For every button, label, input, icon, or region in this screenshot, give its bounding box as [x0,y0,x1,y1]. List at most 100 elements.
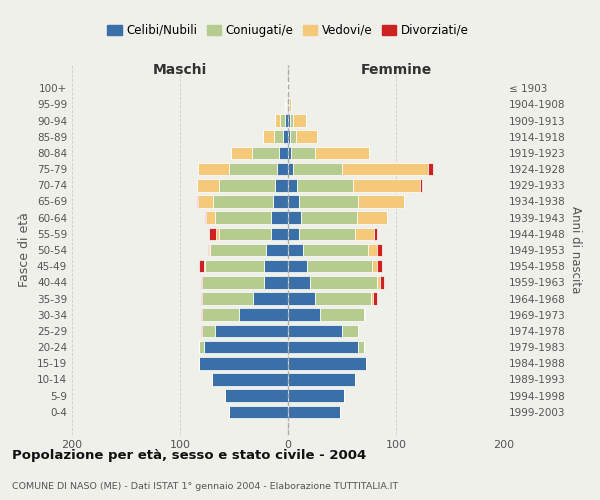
Bar [197,179,219,192]
Text: Popolazione per età, sesso e stato civile - 2004: Popolazione per età, sesso e stato civil… [12,450,366,462]
Bar [202,276,264,288]
Bar [264,260,288,272]
Bar [358,341,364,353]
Bar [288,244,303,256]
Bar [205,260,264,272]
Bar [214,195,273,208]
Bar [288,98,289,110]
Bar [289,98,291,110]
Bar [199,163,229,175]
Bar [202,292,253,305]
Bar [371,292,373,305]
Bar [303,244,368,256]
Bar [293,163,342,175]
Bar [226,390,288,402]
Bar [288,390,344,402]
Bar [210,244,266,256]
Bar [204,260,205,272]
Bar [231,146,253,159]
Bar [205,212,206,224]
Bar [288,357,366,370]
Bar [200,276,202,288]
Bar [215,212,271,224]
Text: Maschi: Maschi [153,63,207,77]
Bar [286,98,287,110]
Bar [377,260,382,272]
Bar [428,163,433,175]
Bar [288,146,291,159]
Bar [202,308,239,321]
Bar [288,292,315,305]
Bar [253,146,280,159]
Bar [315,292,371,305]
Bar [420,179,422,192]
Bar [315,146,369,159]
Bar [357,212,388,224]
Bar [290,130,296,143]
Bar [271,212,288,224]
Bar [380,276,384,288]
Bar [285,114,288,127]
Bar [204,341,288,353]
Bar [368,244,377,256]
Bar [199,260,204,272]
Bar [273,195,288,208]
Bar [266,244,288,256]
Bar [299,228,355,240]
Bar [377,244,382,256]
Bar [200,308,202,321]
Bar [288,341,358,353]
Bar [275,179,288,192]
Bar [288,260,307,272]
Bar [229,406,288,418]
Bar [288,114,290,127]
Bar [199,357,288,370]
Bar [275,114,280,127]
Bar [296,179,353,192]
Y-axis label: Anni di nascita: Anni di nascita [569,206,582,294]
Bar [353,179,420,192]
Bar [288,373,355,386]
Text: COMUNE DI NASO (ME) - Dati ISTAT 1° gennaio 2004 - Elaborazione TUTTITALIA.IT: COMUNE DI NASO (ME) - Dati ISTAT 1° genn… [12,482,398,491]
Bar [239,308,288,321]
Bar [288,179,296,192]
Bar [277,163,288,175]
Bar [271,228,288,240]
Bar [287,98,288,110]
Bar [301,212,357,224]
Bar [342,324,358,337]
Bar [288,130,290,143]
Bar [283,130,288,143]
Bar [288,324,342,337]
Bar [263,130,274,143]
Bar [288,195,299,208]
Bar [288,228,299,240]
Bar [288,163,293,175]
Bar [202,324,215,337]
Bar [358,195,404,208]
Bar [274,130,283,143]
Bar [199,195,214,208]
Bar [310,276,377,288]
Bar [296,130,317,143]
Bar [209,244,210,256]
Bar [288,276,310,288]
Bar [285,98,286,110]
Bar [299,195,358,208]
Bar [377,276,380,288]
Bar [280,114,285,127]
Bar [206,212,215,224]
Bar [307,260,372,272]
Bar [280,146,288,159]
Bar [291,146,315,159]
Bar [200,292,202,305]
Bar [219,179,275,192]
Bar [212,373,288,386]
Bar [364,308,365,321]
Bar [320,308,364,321]
Bar [372,260,377,272]
Bar [229,163,277,175]
Bar [215,228,219,240]
Bar [219,228,271,240]
Bar [215,324,288,337]
